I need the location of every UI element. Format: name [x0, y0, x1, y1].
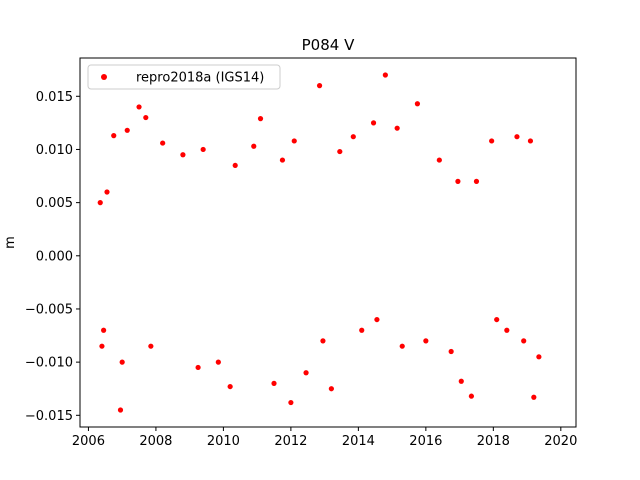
- y-tick-label: −0.010: [25, 356, 73, 371]
- x-tick-label: 2018: [477, 434, 510, 449]
- data-point: [489, 138, 495, 144]
- data-point: [382, 72, 388, 78]
- legend-marker: [101, 74, 107, 80]
- data-point: [536, 354, 542, 360]
- data-point: [350, 134, 356, 140]
- data-point: [458, 378, 464, 384]
- data-point: [101, 327, 107, 333]
- chart-title: P084 V: [302, 36, 355, 54]
- data-point: [124, 127, 130, 133]
- data-point: [531, 394, 537, 400]
- data-point: [359, 327, 365, 333]
- x-tick-label: 2008: [139, 434, 172, 449]
- data-point: [455, 178, 461, 184]
- data-point: [119, 359, 125, 365]
- y-tick-label: 0.005: [36, 196, 73, 211]
- y-tick-label: −0.015: [25, 409, 73, 424]
- data-point: [143, 114, 149, 121]
- x-tick-label: 2014: [342, 434, 375, 449]
- y-tick-label: 0.000: [36, 249, 73, 264]
- x-tick-label: 2006: [72, 434, 105, 449]
- data-point: [374, 316, 380, 323]
- y-tick-label: −0.005: [25, 302, 73, 317]
- y-axis-label: m: [3, 236, 18, 249]
- data-point: [414, 101, 421, 107]
- y-tick-label: 0.010: [36, 143, 73, 158]
- data-point: [521, 338, 527, 344]
- legend: repro2018a (IGS14): [87, 64, 281, 90]
- data-point: [436, 157, 442, 163]
- data-point: [288, 399, 294, 406]
- data-point: [337, 148, 343, 155]
- data-point: [136, 104, 142, 110]
- x-tick-label: 2016: [409, 434, 442, 449]
- data-point: [394, 125, 400, 131]
- data-point: [271, 380, 277, 387]
- data-point: [316, 83, 323, 89]
- data-point: [328, 386, 334, 392]
- axes-frame: [79, 57, 577, 428]
- data-point: [279, 157, 286, 163]
- legend-box: [87, 64, 281, 90]
- data-point: [232, 162, 238, 169]
- data-point: [99, 343, 105, 349]
- data-point: [473, 178, 480, 184]
- data-point: [117, 407, 124, 413]
- x-tick-label: 2020: [544, 434, 577, 449]
- data-point: [251, 143, 257, 149]
- data-point: [227, 383, 233, 390]
- data-point: [291, 138, 297, 144]
- data-point: [215, 359, 221, 365]
- data-point: [494, 316, 500, 323]
- data-point: [148, 343, 154, 349]
- y-tick-label: 0.015: [36, 90, 73, 105]
- y-axis: −0.015 −0.010 −0.005 0.000 0.005 0.010 0.015: [25, 90, 80, 424]
- points-layer: [97, 72, 542, 413]
- x-tick-label: 2010: [207, 434, 240, 449]
- data-point: [320, 338, 326, 344]
- data-point: [303, 370, 309, 376]
- data-point: [111, 133, 117, 139]
- data-point: [527, 138, 534, 144]
- data-point: [448, 348, 454, 355]
- data-point: [257, 116, 264, 122]
- data-point: [423, 338, 429, 344]
- data-point: [200, 146, 206, 153]
- data-point: [468, 393, 475, 399]
- data-point: [160, 140, 166, 146]
- data-point: [97, 200, 103, 206]
- data-point: [399, 343, 405, 349]
- data-point: [195, 364, 201, 371]
- legend-entry: repro2018a (IGS14): [136, 71, 264, 86]
- data-point: [370, 120, 377, 126]
- data-point: [504, 327, 510, 333]
- x-axis: 2006 2008 2010 2012 2014 2016 2018 2020: [72, 427, 577, 449]
- data-point: [104, 189, 110, 195]
- x-tick-label: 2012: [274, 434, 307, 449]
- data-point: [180, 152, 186, 158]
- data-point: [514, 134, 520, 140]
